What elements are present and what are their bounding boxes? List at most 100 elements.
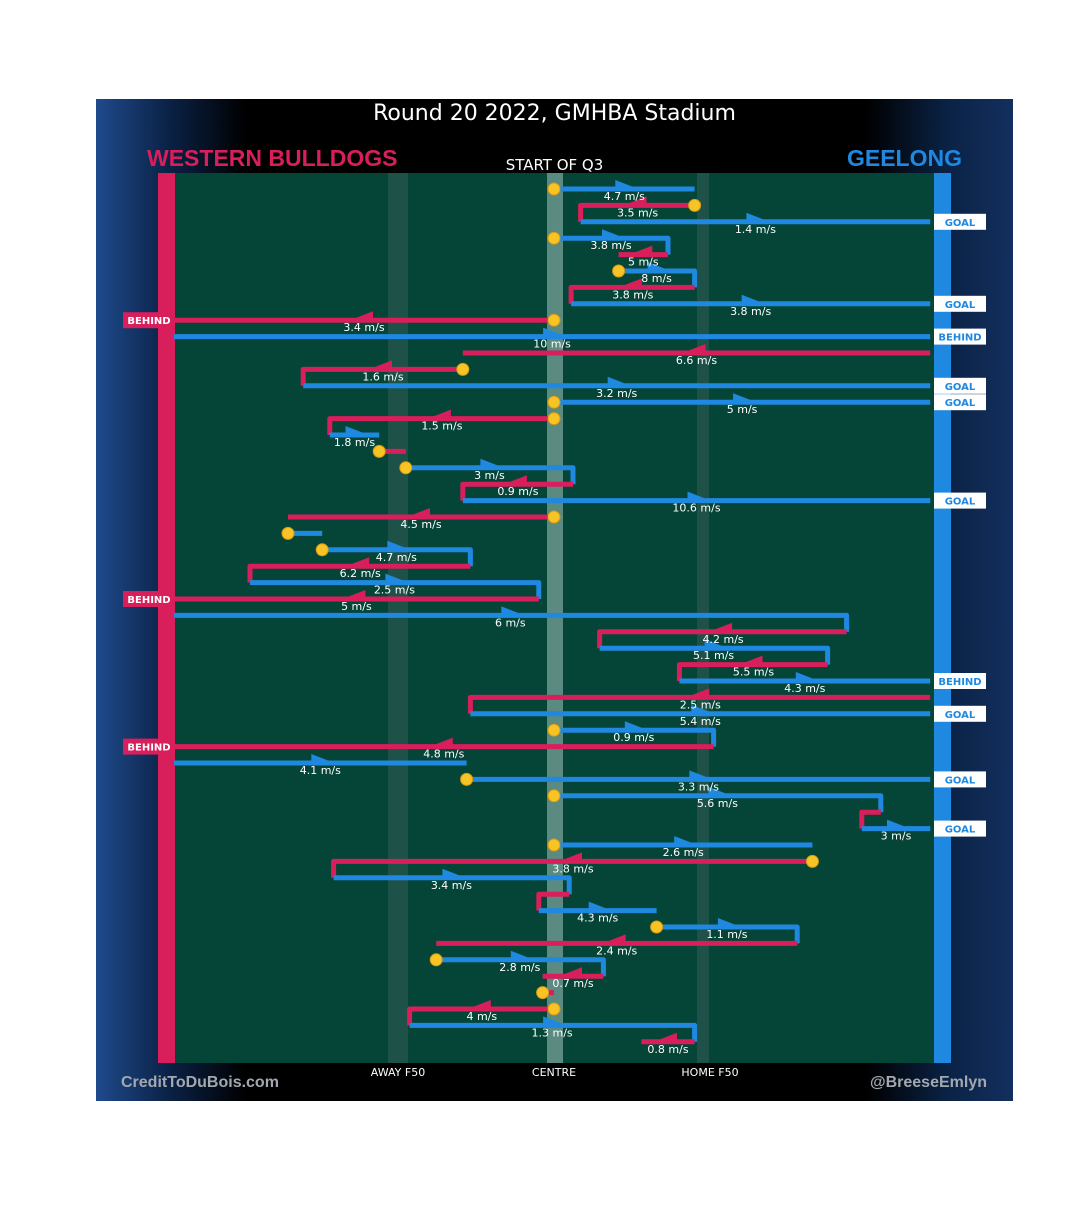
direction-arrow (508, 475, 527, 487)
direction-arrow (628, 196, 647, 208)
speed-label: 4.7 m/s (376, 551, 417, 564)
axis-label-centre: CENTRE (531, 1066, 577, 1079)
speed-label: 1.6 m/s (362, 370, 403, 383)
outcome-label: BEHIND (127, 595, 170, 606)
direction-arrow (543, 327, 562, 339)
credit-left: CreditToDuBois.com (121, 1074, 279, 1091)
chain-segment (436, 957, 606, 977)
chain-segment (327, 416, 554, 435)
direction-arrow (311, 754, 330, 765)
possession-start-marker (612, 264, 626, 278)
direction-arrow (691, 704, 710, 716)
speed-label: 5 m/s (341, 600, 372, 613)
possession-start-marker (281, 526, 295, 540)
away-f50-band (388, 173, 408, 1063)
outcome-badge (934, 295, 986, 312)
chain-segment (407, 1006, 554, 1026)
direction-arrow (345, 426, 364, 437)
direction-arrow (615, 180, 634, 191)
chain-segment (467, 694, 931, 714)
chain-segment (536, 891, 570, 911)
chain-segment (859, 809, 881, 829)
possession-start-marker (547, 789, 561, 803)
direction-arrow (717, 918, 736, 929)
direction-arrow (602, 229, 620, 241)
chain-segment (405, 465, 576, 485)
direction-arrow (795, 672, 814, 683)
direction-arrow (564, 967, 582, 979)
bulldogs-goal-line (158, 173, 175, 1063)
chain-segment (676, 662, 828, 681)
chain-segment (568, 284, 695, 304)
speed-label: 2.4 m/s (596, 944, 637, 957)
direction-arrow (887, 819, 905, 831)
direction-arrow (385, 573, 404, 585)
speed-label: 0.8 m/s (647, 1043, 688, 1056)
speed-label: 6 m/s (495, 616, 526, 629)
team-left-label: WESTERN BULLDOGS (147, 145, 398, 171)
direction-arrow (704, 639, 723, 651)
speed-label: 1.8 m/s (334, 436, 375, 449)
chart-title: Round 20 2022, GMHBA Stadium (373, 101, 736, 126)
chain-segment (333, 875, 572, 895)
speed-label: 1.1 m/s (706, 928, 747, 941)
direction-arrow (387, 540, 406, 552)
team-right-label: GEELONG (846, 145, 962, 171)
speed-label: 4.5 m/s (400, 518, 441, 531)
direction-arrow (687, 344, 706, 355)
direction-arrow (647, 262, 666, 273)
chain-segment (618, 268, 698, 288)
possession-start-marker (547, 231, 561, 245)
chain-segment (250, 580, 542, 599)
outcome-badge (934, 492, 986, 509)
outcome-badge (934, 771, 986, 788)
direction-arrow (634, 245, 653, 257)
direction-arrow (434, 737, 453, 749)
outcome-label: GOAL (945, 497, 976, 508)
direction-arrow (543, 1016, 562, 1028)
speed-label: 3.3 m/s (678, 780, 719, 793)
direction-arrow (347, 590, 366, 601)
speed-label: 3.8 m/s (590, 239, 631, 252)
direction-arrow (689, 770, 708, 782)
speed-label: 5 m/s (727, 403, 758, 416)
speed-label: 3 m/s (881, 830, 912, 843)
possession-start-marker (315, 543, 329, 557)
outcome-label: GOAL (945, 710, 976, 721)
direction-arrow (714, 622, 733, 634)
possession-start-marker (429, 953, 443, 967)
possession-start-marker (536, 986, 550, 1000)
chain-segment (460, 481, 573, 501)
chain-segment (599, 645, 831, 665)
chain-segment (597, 629, 847, 649)
direction-arrow (510, 950, 529, 962)
speed-label: 3.8 m/s (612, 288, 653, 301)
chain-segment (656, 924, 800, 944)
outcome-badge (934, 705, 986, 722)
direction-arrow (674, 836, 693, 847)
outcome-badge (934, 377, 986, 394)
speed-label: 3.8 m/s (730, 305, 771, 318)
possession-start-marker (547, 1002, 561, 1016)
direction-arrow (374, 360, 392, 372)
speed-label: 2.5 m/s (374, 584, 415, 597)
direction-arrow (472, 1000, 491, 1011)
speed-label: 4.7 m/s (604, 190, 645, 203)
direction-arrow (480, 458, 499, 470)
speed-label: 5.4 m/s (680, 715, 721, 728)
speed-label: 0.9 m/s (497, 485, 538, 498)
speed-label: 4 m/s (466, 1010, 497, 1023)
speed-label: 2.8 m/s (499, 961, 540, 974)
speed-label: 1.4 m/s (735, 223, 776, 236)
chain-segment (247, 563, 471, 583)
credit-right: @BreeseEmlyn (870, 1074, 987, 1091)
chain-segment (554, 235, 671, 255)
speed-label: 4.3 m/s (784, 682, 825, 695)
possession-start-marker (547, 723, 561, 737)
speed-label: 3.5 m/s (617, 206, 658, 219)
outcome-label: BEHIND (127, 743, 170, 754)
speed-label: 0.7 m/s (552, 977, 593, 990)
possession-start-marker (547, 510, 561, 524)
direction-arrow (432, 409, 451, 421)
possession-start-marker (688, 198, 702, 212)
